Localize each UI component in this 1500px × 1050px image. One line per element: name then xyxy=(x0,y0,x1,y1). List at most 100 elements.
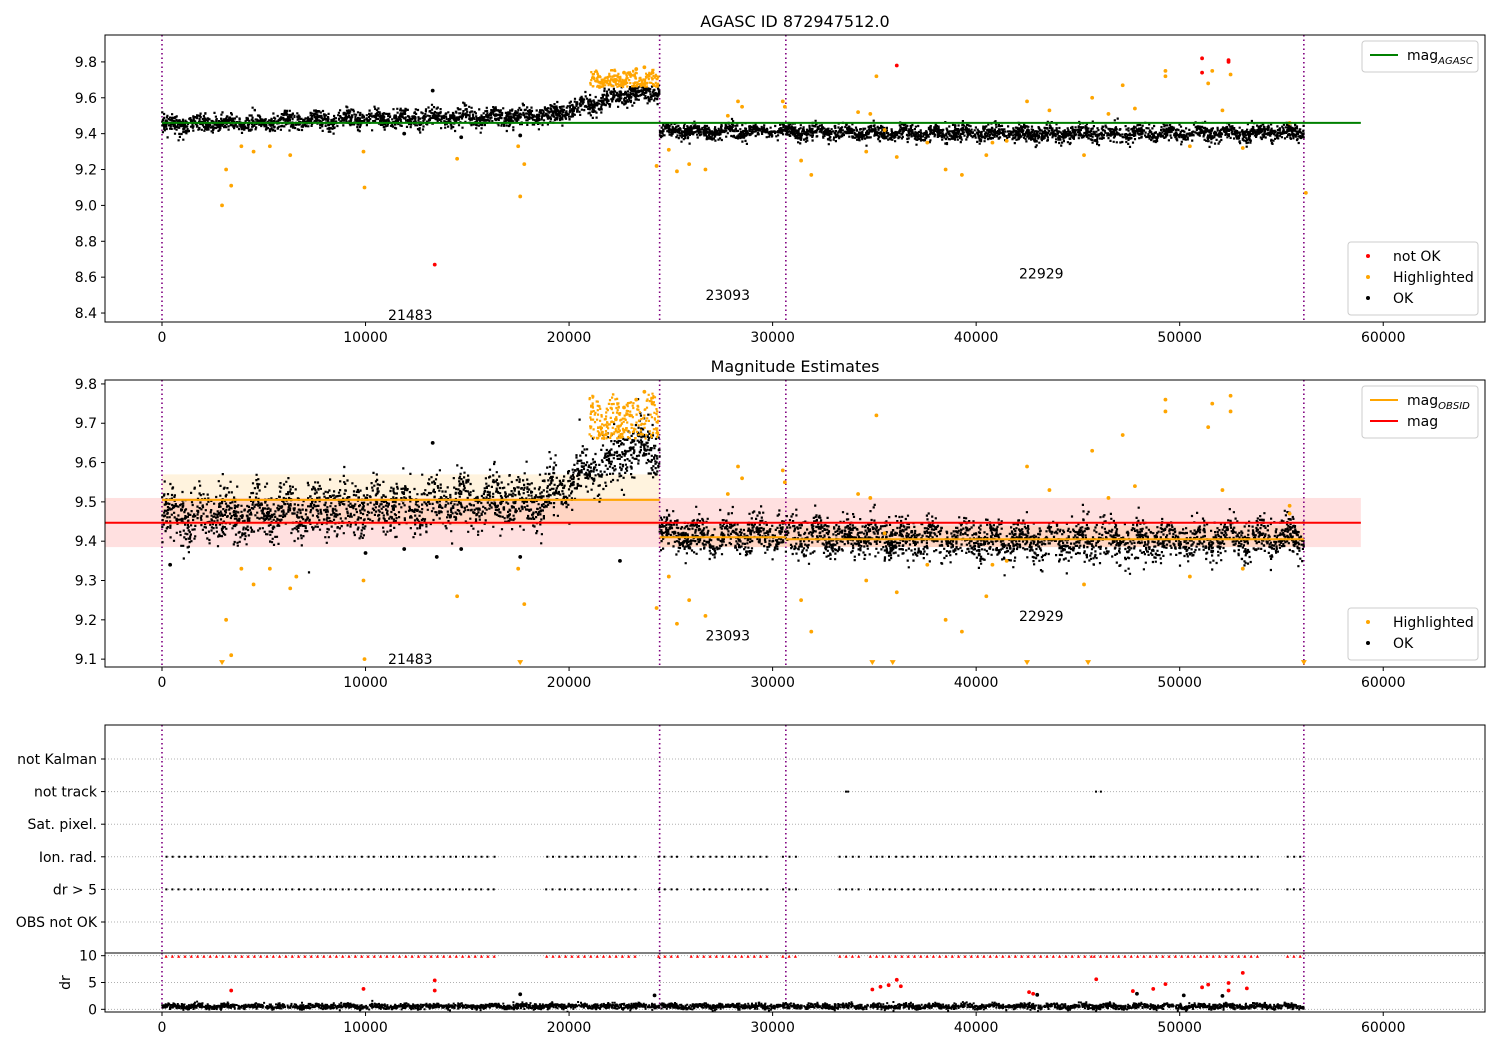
highlighted-point xyxy=(1082,582,1086,587)
obsid-label: 23093 xyxy=(706,629,751,645)
axes-frame xyxy=(104,34,1486,323)
highlighted-point xyxy=(654,164,659,168)
x-tick-label: 0 xyxy=(158,330,167,346)
dr-elevated-point xyxy=(1244,986,1249,991)
highlighted-point xyxy=(984,594,989,599)
highlighted-point xyxy=(251,582,256,587)
legend-label: Highlighted xyxy=(1393,615,1474,631)
dr-elevated-point xyxy=(878,984,883,989)
highlighted-point xyxy=(1228,409,1233,414)
highlighted-point xyxy=(362,185,367,190)
highlighted-point xyxy=(1228,393,1233,398)
y-tick-label: 9.4 xyxy=(75,127,97,143)
dr-elevated-point xyxy=(229,988,234,993)
flag-category-label: OBS not OK xyxy=(16,915,98,931)
dr-elevated-point xyxy=(870,987,875,992)
flag-category-label: not Kalman xyxy=(17,752,97,768)
ok-outlier-point xyxy=(518,133,523,138)
legend-dot-swatch xyxy=(1366,641,1370,645)
highlighted-point xyxy=(1024,660,1031,666)
chart-title: AGASC ID 872947512.0 xyxy=(700,12,889,31)
highlighted-point xyxy=(1300,660,1307,666)
dr-capped-marker xyxy=(164,954,1302,958)
dr-elevated-point xyxy=(361,987,366,991)
y-tick-label: 8.4 xyxy=(75,306,97,322)
highlighted-point xyxy=(1025,464,1029,469)
x-tick-label: 50000 xyxy=(1157,330,1202,346)
dr-elevated-point xyxy=(1226,981,1231,985)
flag-markers xyxy=(165,855,1302,858)
flag-category-label: not track xyxy=(34,785,98,801)
highlighted-point xyxy=(229,183,234,188)
chart-title: Magnitude Estimates xyxy=(711,357,880,376)
highlighted-point xyxy=(654,606,659,610)
dr-outlier-point xyxy=(1135,991,1139,996)
y-tick-label: 9.5 xyxy=(75,495,97,511)
legend-item: OK xyxy=(1366,636,1414,652)
highlighted-point xyxy=(224,617,229,622)
dr-elevated-point xyxy=(1226,988,1231,993)
x-tick-label: 0 xyxy=(158,675,167,691)
legend-label: magOBSID xyxy=(1407,393,1470,412)
highlighted-point xyxy=(361,578,366,583)
highlighted-point xyxy=(990,562,995,567)
highlighted-point xyxy=(1106,112,1111,116)
highlighted-point xyxy=(1085,660,1092,666)
highlighted-cluster xyxy=(589,68,660,88)
flag-markers xyxy=(845,790,1102,793)
highlighted-point xyxy=(1210,401,1215,406)
x-tick-label: 50000 xyxy=(1157,675,1202,691)
flag-markers xyxy=(165,888,1302,891)
y-tick-label: 9.1 xyxy=(75,652,97,668)
ok-outlier-point xyxy=(459,135,464,140)
dr-elevated-point xyxy=(432,988,437,993)
dr-outlier-point xyxy=(1220,994,1225,998)
ok-outlier-point xyxy=(434,555,439,559)
highlighted-point xyxy=(868,496,873,500)
dr-elevated-point xyxy=(886,983,891,988)
x-tick-label: 20000 xyxy=(547,675,592,691)
legend-item: Highlighted xyxy=(1366,615,1474,631)
legend-label: OK xyxy=(1393,291,1414,307)
legend-lines: magAGASC xyxy=(1361,40,1479,73)
highlighted-point xyxy=(809,173,814,177)
legend-item: OK xyxy=(1366,291,1414,307)
not-ok-point xyxy=(894,63,899,68)
highlighted-point xyxy=(1210,68,1215,73)
highlighted-point xyxy=(1004,558,1009,563)
dr-elevated-point xyxy=(1130,989,1135,993)
highlighted-point xyxy=(642,65,647,70)
y-tick-label: 9.8 xyxy=(75,377,97,393)
highlighted-point xyxy=(267,144,272,149)
highlighted-point xyxy=(1206,425,1211,430)
legend-label: magAGASC xyxy=(1407,48,1473,67)
ok-outlier-point xyxy=(430,441,435,445)
legend-markers: Highlighted OK xyxy=(1347,607,1479,661)
highlighted-point xyxy=(740,104,744,109)
legend-label: OK xyxy=(1393,636,1414,652)
x-tick-label: 20000 xyxy=(547,1020,592,1036)
dr-elevated-point xyxy=(1027,990,1031,995)
highlighted-point xyxy=(229,653,234,658)
legend-dot-swatch xyxy=(1366,296,1370,300)
x-tick-label: 30000 xyxy=(750,330,795,346)
highlighted-point xyxy=(874,74,879,79)
highlighted-point xyxy=(642,389,647,394)
highlighted-point xyxy=(224,167,229,172)
highlighted-point xyxy=(1090,448,1095,453)
legend-label-main: mag xyxy=(1407,393,1438,409)
highlighted-point xyxy=(288,153,293,158)
highlighted-point xyxy=(856,110,860,115)
ok-outlier-point xyxy=(459,547,464,551)
ok-outlier-point xyxy=(402,547,407,551)
highlighted-point xyxy=(864,149,869,154)
x-tick-label: 0 xyxy=(158,1020,167,1036)
dr-points xyxy=(161,999,1305,1012)
highlighted-point xyxy=(703,613,708,618)
ok-points xyxy=(658,505,787,565)
highlighted-point xyxy=(856,492,860,496)
legend-dot-swatch xyxy=(1366,275,1370,279)
y-tick-label: 9.2 xyxy=(75,613,97,629)
highlighted-point xyxy=(780,99,785,104)
